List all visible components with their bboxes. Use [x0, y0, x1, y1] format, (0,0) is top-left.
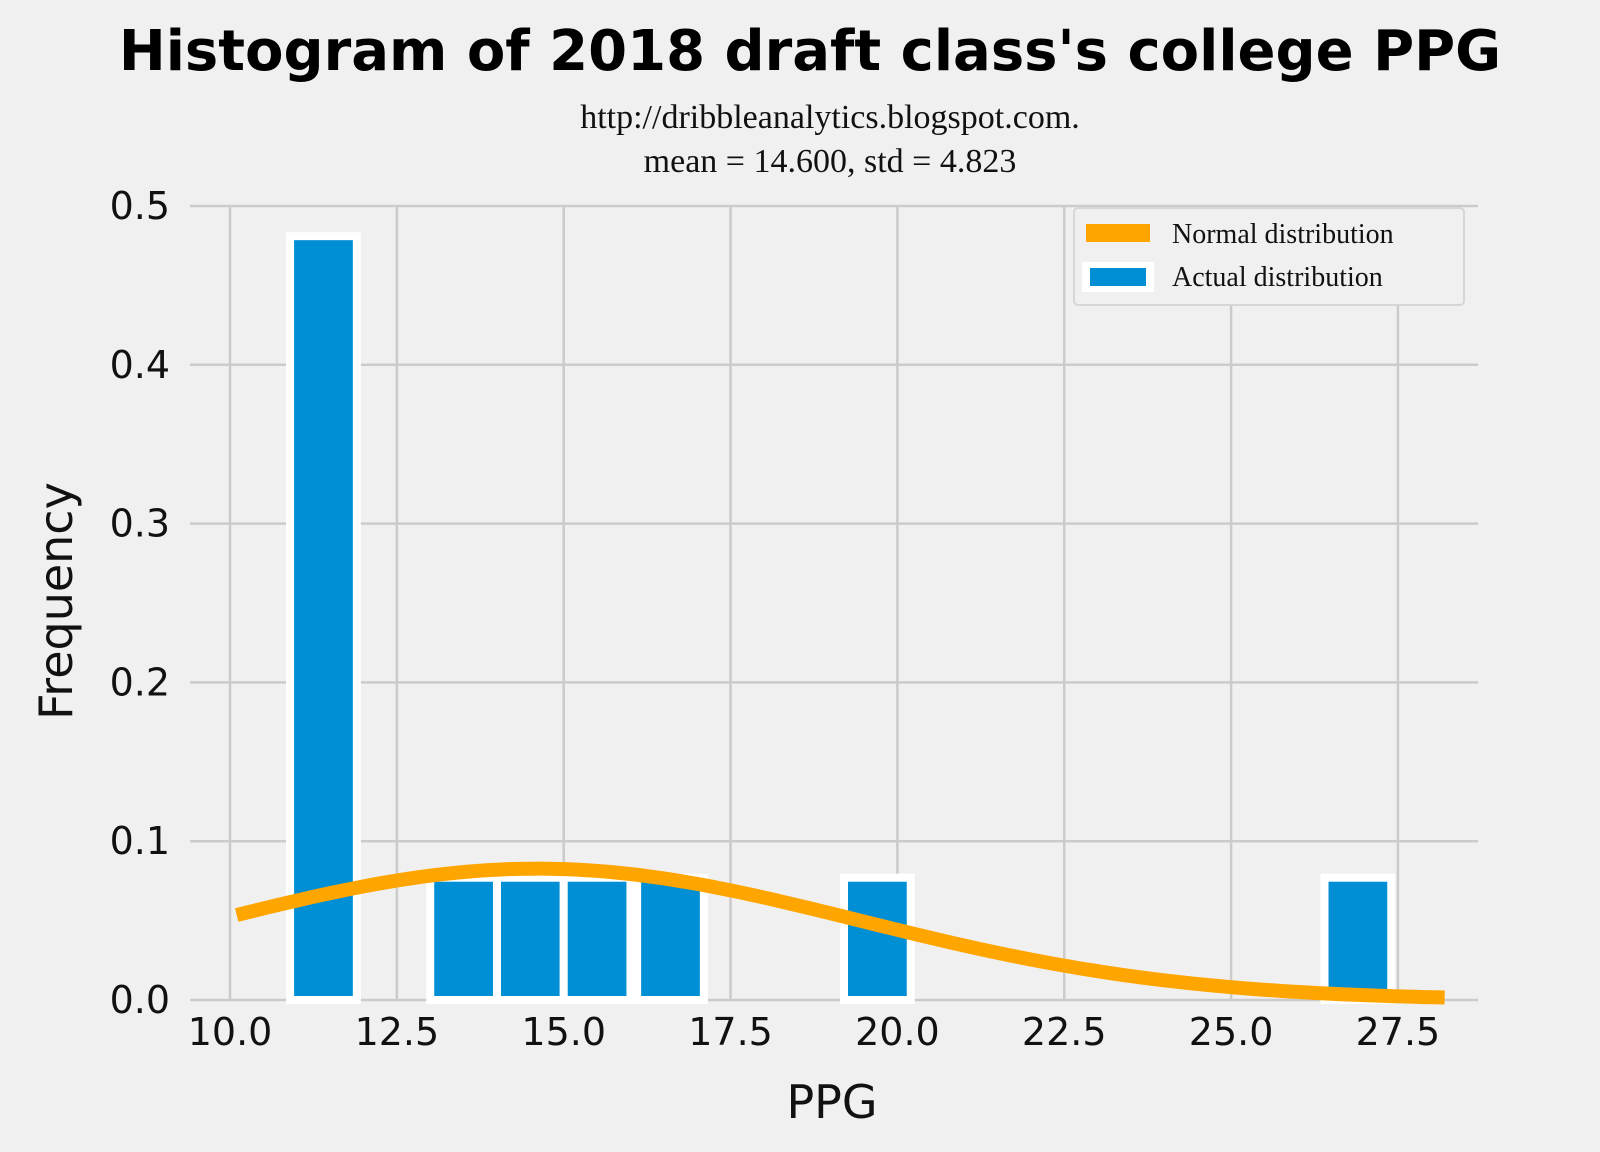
chart-title: Histogram of 2018 draft class's college … [119, 19, 1501, 84]
legend-box [1073, 207, 1465, 306]
legend-label-actual: Actual distribution [1172, 262, 1383, 293]
histogram-bar [840, 873, 915, 1004]
chart-subtitle-stats: mean = 14.600, std = 4.823 [644, 143, 1017, 180]
y-tick-label: 0.4 [110, 343, 170, 387]
y-tick-label: 0.1 [110, 819, 170, 863]
y-axis-label: Frequency [29, 482, 83, 720]
chart-subtitle-source: http://dribbleanalytics.blogspot.com. [580, 99, 1080, 136]
y-tick-labels: 0.0 0.1 0.2 0.3 0.4 0.5 [110, 184, 170, 1022]
grid-lines [190, 204, 1478, 1002]
histogram-bar [426, 873, 501, 1004]
y-tick-label: 0.0 [110, 978, 170, 1022]
x-tick-labels: 10.0 12.5 15.0 17.5 20.0 22.5 25.0 27.5 [188, 1010, 1440, 1054]
y-tick-label: 0.3 [110, 502, 170, 546]
y-tick-label: 0.5 [110, 184, 170, 228]
legend-swatch-actual [1090, 268, 1146, 286]
x-axis-label: PPG [786, 1075, 877, 1129]
histogram-bar [559, 873, 635, 1004]
x-tick-label: 10.0 [188, 1010, 273, 1054]
bars-group [286, 232, 1396, 1004]
histogram-bar [286, 232, 361, 1004]
x-tick-label: 17.5 [688, 1010, 773, 1054]
y-tick-label: 0.2 [110, 660, 170, 704]
x-tick-label: 27.5 [1356, 1010, 1441, 1054]
histogram-bar [633, 873, 708, 1004]
x-tick-label: 15.0 [521, 1010, 606, 1054]
x-tick-label: 22.5 [1022, 1010, 1107, 1054]
x-tick-label: 25.0 [1189, 1010, 1274, 1054]
histogram-bar [492, 873, 568, 1004]
normal-distribution-curve [235, 861, 1445, 1005]
histogram-bar [1320, 873, 1396, 1004]
x-tick-label: 12.5 [355, 1010, 440, 1054]
legend: Normal distribution Actual distribution [1073, 207, 1465, 306]
x-tick-label: 20.0 [855, 1010, 940, 1054]
legend-label-normal: Normal distribution [1172, 219, 1394, 250]
legend-swatch-normal [1086, 224, 1150, 242]
